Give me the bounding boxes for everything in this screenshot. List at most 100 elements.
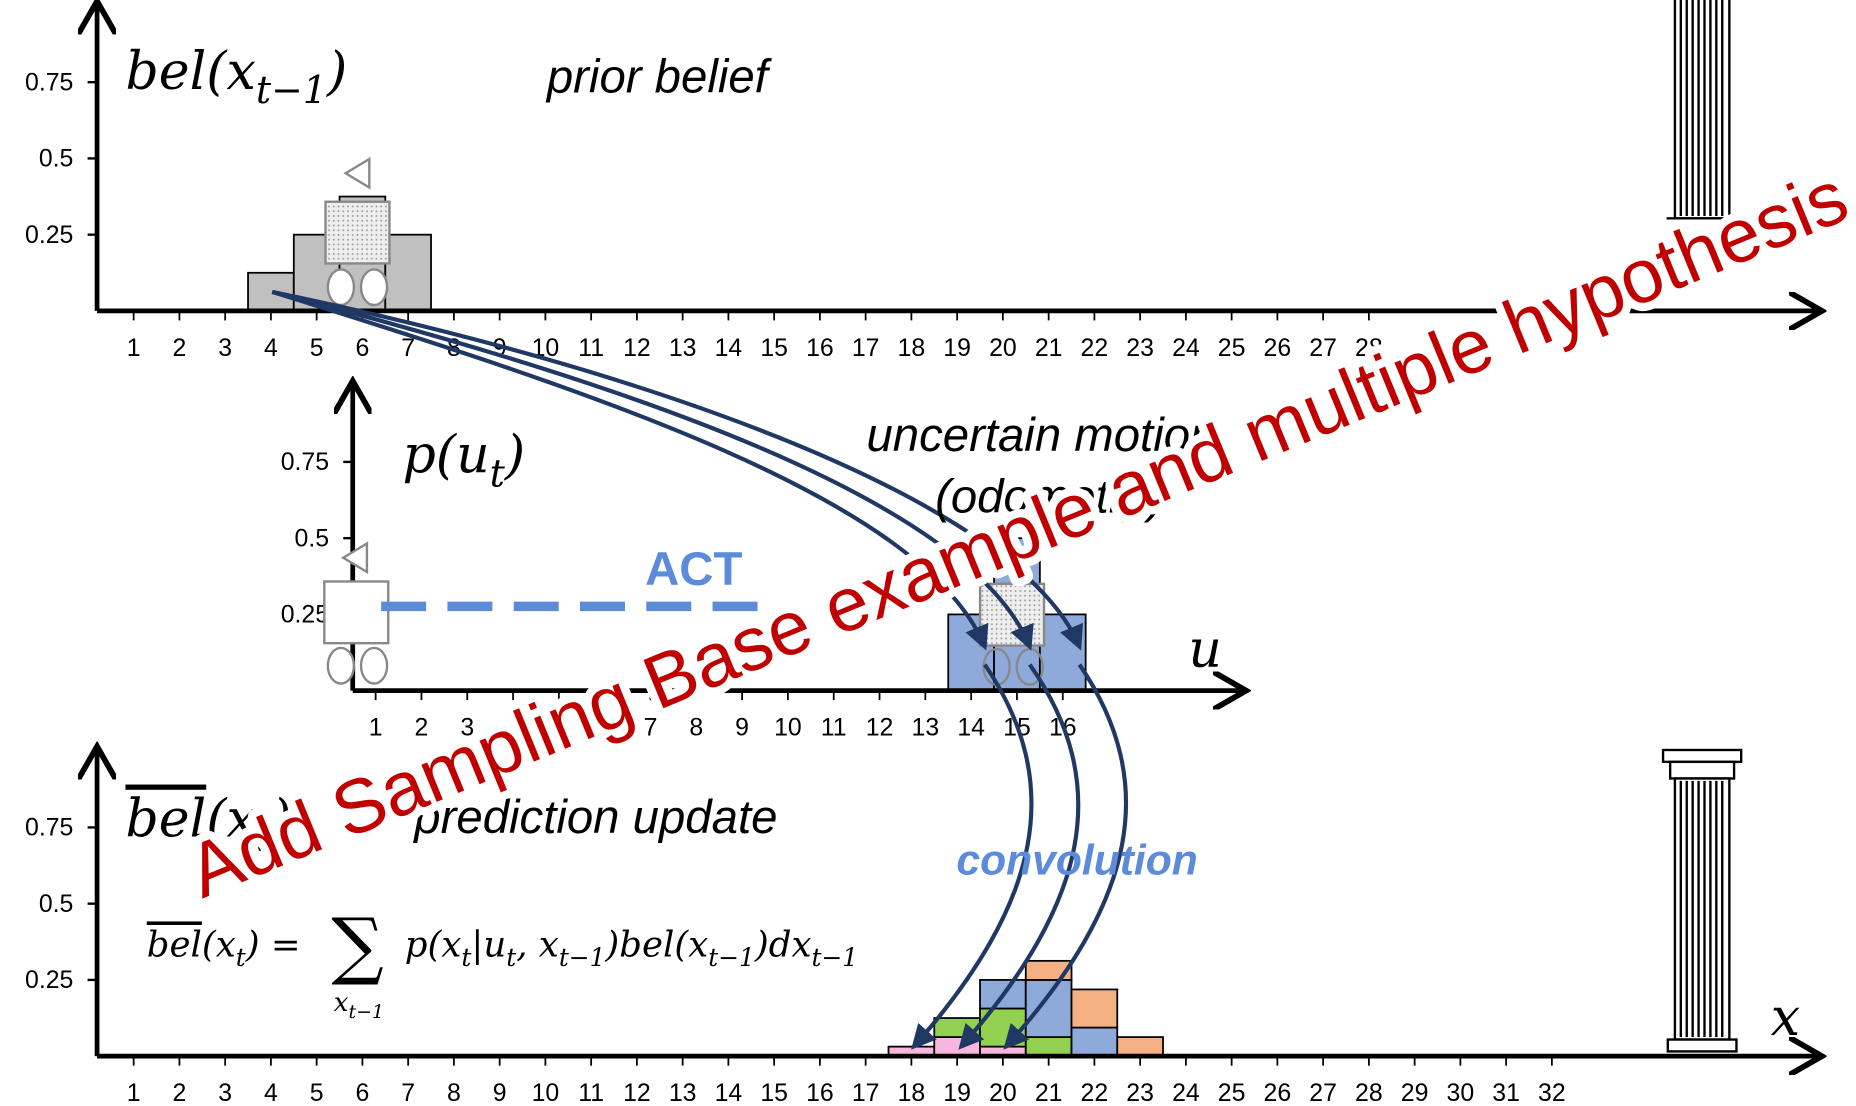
x-tick-label: 12 [866, 714, 894, 742]
formula-sub: t−1 [811, 943, 858, 972]
x-tick-label: 8 [447, 1079, 461, 1106]
y-tick-label: 0.5 [39, 890, 74, 918]
y-tick-label: 0.5 [295, 524, 330, 552]
label-sub: t−1 [256, 68, 327, 112]
x-tick-label: 9 [735, 714, 749, 742]
formula-part: )bel(x [604, 924, 708, 965]
x-tick-label: 28 [1355, 1079, 1383, 1106]
x-axis-label: x [1771, 988, 1800, 1048]
formula-sub: t−1 [708, 943, 755, 972]
bar [1040, 614, 1086, 690]
formula-part: )dx [754, 924, 812, 965]
robot [324, 544, 388, 684]
formula-lhs: bel(xt) = [147, 924, 301, 972]
x-tick-label: 10 [532, 1079, 560, 1106]
x-tick-label: 18 [898, 1079, 926, 1106]
x-tick-label: 14 [957, 714, 985, 742]
formula-sub: t−1 [559, 943, 606, 972]
label-part: p(u [402, 425, 489, 485]
formula-part: (x [202, 924, 236, 965]
x-tick-label: 21 [1035, 334, 1063, 362]
y-axis-label: p(ut) [402, 425, 525, 495]
y-tick-label: 0.25 [25, 966, 73, 994]
x-tick-label: 19 [943, 1079, 971, 1106]
x-tick-label: 13 [669, 1079, 697, 1106]
x-tick-label: 17 [852, 1079, 880, 1106]
formula-sub: t−1 [348, 1001, 384, 1023]
x-tick-label: 22 [1081, 1079, 1109, 1106]
x-tick-label: 1 [127, 1079, 141, 1106]
x-tick-label: 26 [1264, 1079, 1292, 1106]
x-tick-label: 20 [989, 334, 1017, 362]
y-tick-label: 0.5 [39, 145, 74, 173]
x-tick-label: 2 [172, 1079, 186, 1106]
y-tick-label: 0.75 [281, 448, 329, 476]
x-tick-label: 5 [310, 1079, 324, 1106]
x-tick-label: 13 [669, 334, 697, 362]
x-tick-label: 24 [1172, 334, 1200, 362]
label-part: ) [326, 42, 347, 102]
x-tick-label: 26 [1264, 334, 1292, 362]
x-tick-label: 11 [821, 714, 847, 742]
formula-part: |u [471, 924, 506, 965]
bar-segment [1026, 1037, 1072, 1056]
x-tick-label: 23 [1126, 1079, 1154, 1106]
formula-part: p(x [405, 924, 462, 965]
x-tick-label: 6 [355, 334, 369, 362]
x-tick-label: 25 [1218, 1079, 1246, 1106]
x-tick-label: 3 [218, 1079, 232, 1106]
x-tick-label: 17 [852, 334, 880, 362]
label-part: bel(x [125, 42, 255, 102]
x-tick-label: 18 [898, 334, 926, 362]
x-tick-label: 23 [1126, 334, 1154, 362]
x-tick-label: 4 [264, 334, 278, 362]
bar-segment [934, 1037, 980, 1056]
x-tick-label: 11 [578, 334, 604, 362]
bar-segment [1072, 1028, 1118, 1057]
x-tick-label: 22 [1081, 334, 1109, 362]
x-tick-label: 13 [912, 714, 940, 742]
x-tick-label: 5 [310, 334, 324, 362]
x-tick-label: 11 [578, 1079, 604, 1106]
x-tick-label: 14 [715, 334, 743, 362]
annotation: prior belief [545, 51, 773, 104]
x-tick-label: 25 [1218, 334, 1246, 362]
x-tick-label: 21 [1035, 1079, 1063, 1106]
y-tick-label: 0.75 [25, 68, 73, 96]
x-tick-label: 1 [127, 334, 141, 362]
formula-sum: ∑ [331, 904, 383, 989]
x-tick-label: 4 [264, 1079, 278, 1106]
x-tick-label: 16 [806, 334, 834, 362]
x-tick-label: 24 [1172, 1079, 1200, 1106]
x-tick-label: 29 [1401, 1079, 1429, 1106]
label-sub: t [490, 452, 506, 496]
formula-part: ) = [245, 924, 301, 965]
x-axis-label: u [1188, 620, 1222, 680]
x-tick-label: 2 [172, 334, 186, 362]
x-tick-label: 12 [623, 1079, 651, 1106]
x-tick-label: 6 [355, 1079, 369, 1106]
x-tick-label: 20 [989, 1079, 1017, 1106]
page: {"chart_data": [ {"type": "bar", "ylabel… [0, 0, 1856, 1106]
x-tick-label: 10 [774, 714, 802, 742]
x-tick-label: 19 [943, 334, 971, 362]
operation-label: convolution [956, 837, 1197, 885]
x-tick-label: 15 [760, 1079, 788, 1106]
formula-part: x [334, 988, 349, 1018]
formula-part: , x [516, 924, 559, 965]
y-axis-label: bel(xt−1) [125, 42, 347, 112]
bar [385, 235, 431, 311]
formula-sum-sub: xt−1 [334, 988, 384, 1023]
bar [248, 273, 294, 311]
x-tick-label: 8 [689, 714, 703, 742]
x-tick-label: 9 [493, 1079, 507, 1106]
slide: 0.250.50.7512345678910111213141516171819… [0, 0, 1856, 1106]
pillar [1663, 750, 1741, 1051]
bar-segment [1072, 989, 1118, 1027]
y-tick-label: 0.25 [281, 601, 329, 629]
y-tick-label: 0.75 [25, 814, 73, 842]
x-tick-label: 14 [715, 1079, 743, 1106]
x-tick-label: 12 [623, 334, 651, 362]
bar-segment [1117, 1037, 1163, 1056]
x-tick-label: 31 [1492, 1079, 1520, 1106]
